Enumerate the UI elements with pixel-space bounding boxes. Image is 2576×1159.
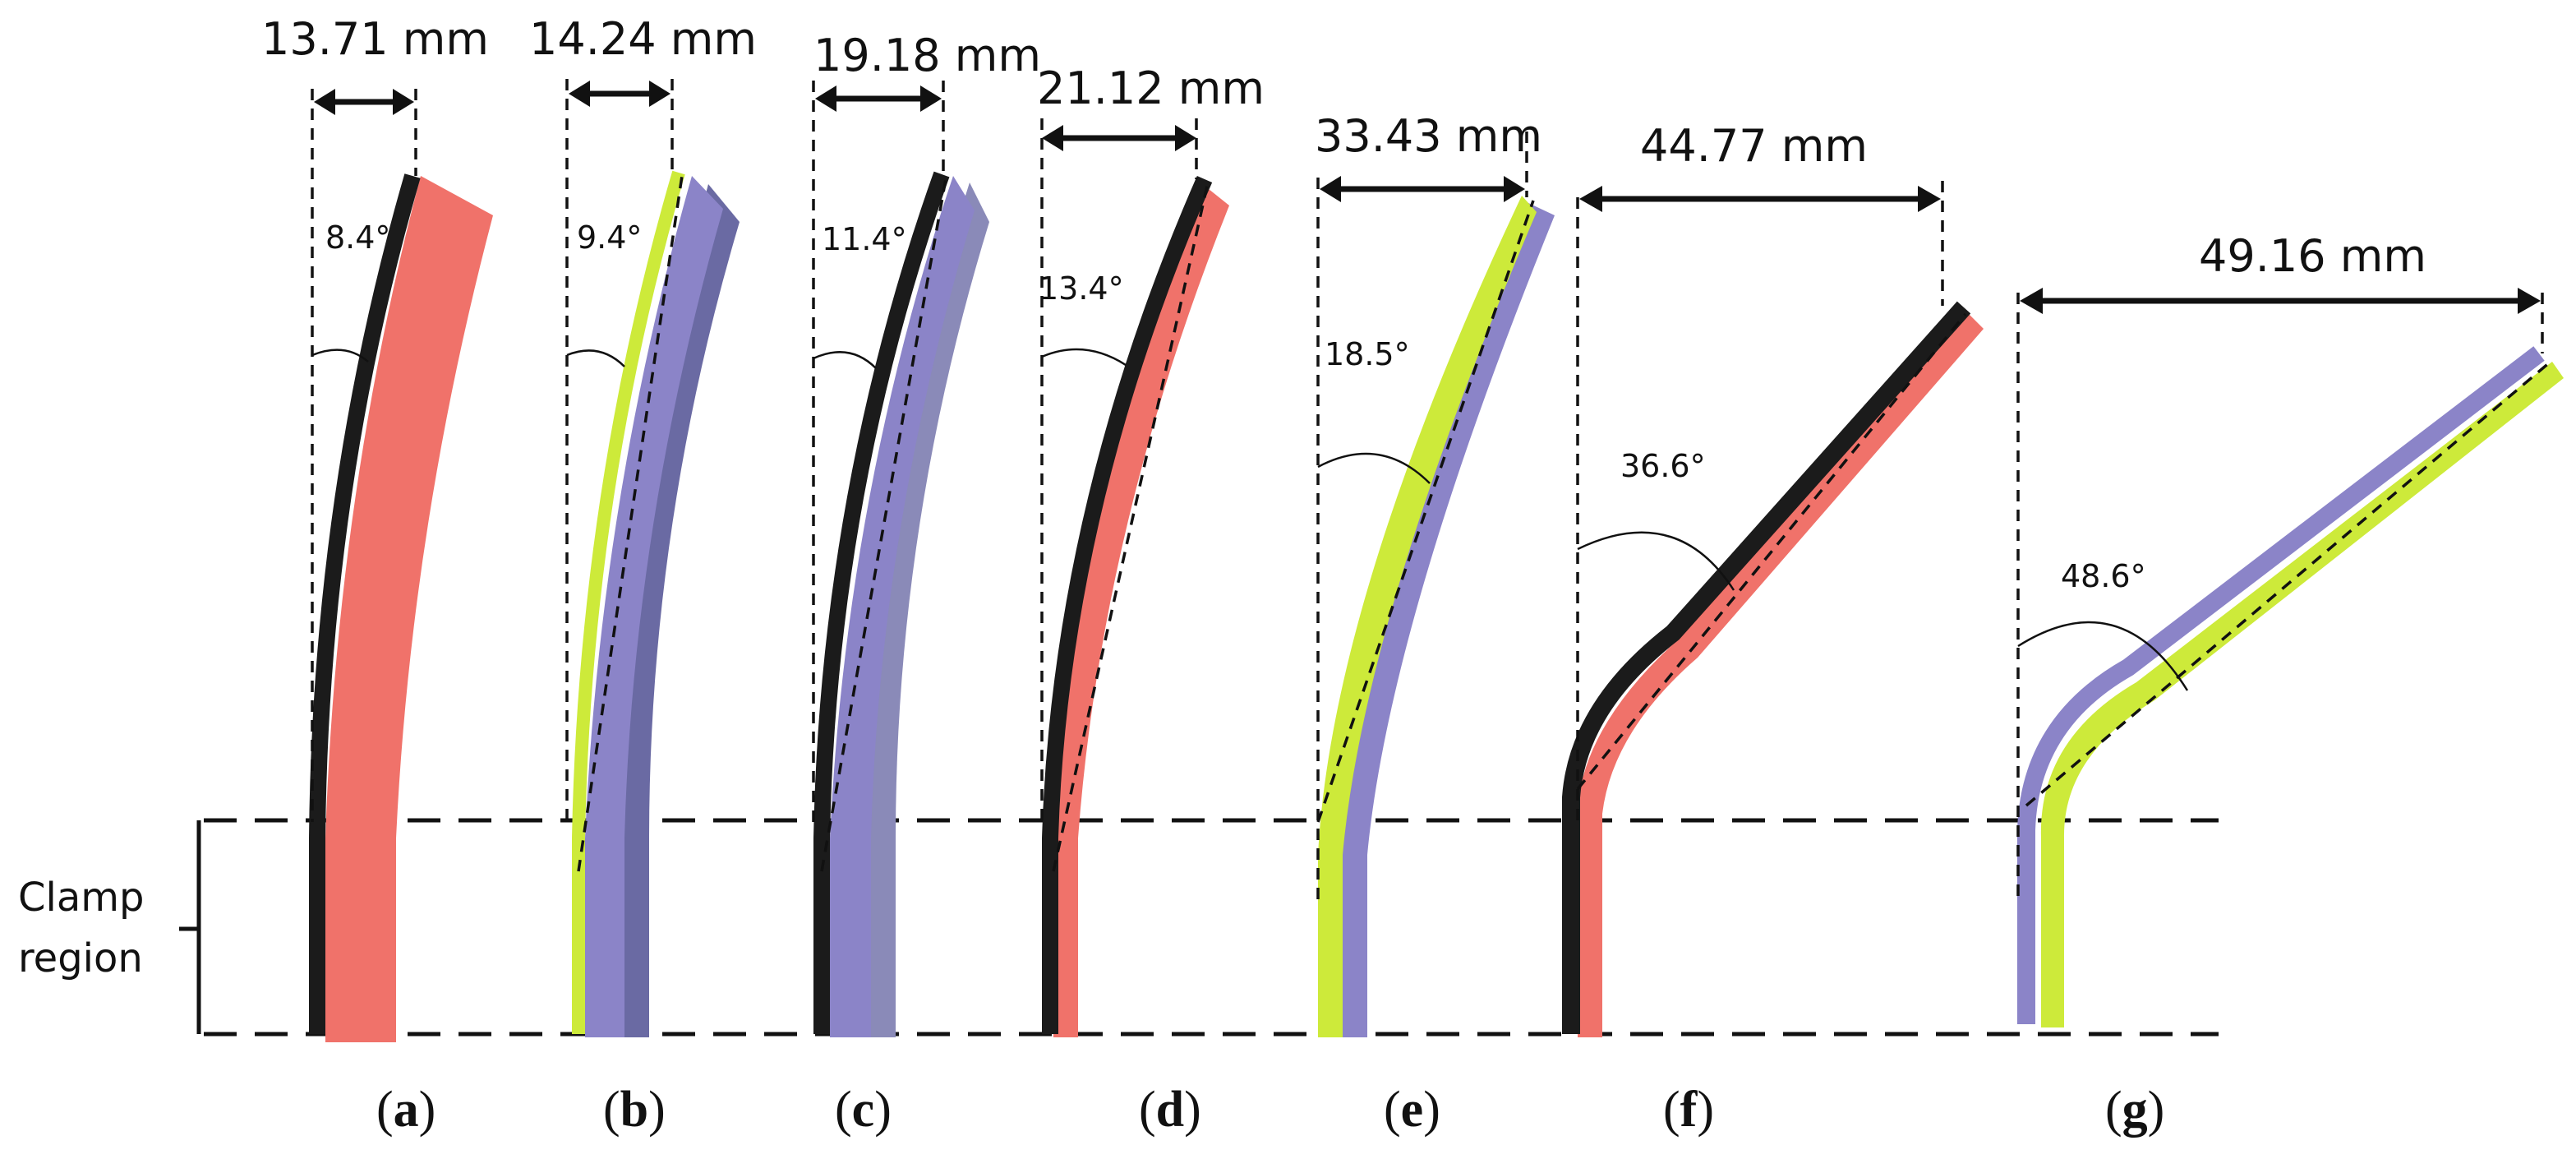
specimen-f-black-layer [1562,301,1971,1034]
specimen-c: 19.18 mm 11.4° (c) [812,30,1041,1138]
specimen-d-arrowhead-right [1175,125,1196,151]
specimen-g-arrowhead-left [2020,288,2043,314]
specimen-c-panel-label: (c) [835,1082,892,1138]
clamp-label-line1: Clamp [18,875,145,921]
specimen-a-black-layer [309,173,421,1034]
specimen-c-black-layer [813,171,950,1034]
specimen-b-arrowhead-right [649,81,670,107]
specimen-a-red-layer [325,176,493,1042]
specimen-b-arrowhead-left [569,81,590,107]
specimen-c-angle-label: 11.4° [822,221,907,257]
specimen-e-panel-label: (e) [1384,1082,1440,1138]
specimen-b-angle-arc [566,349,625,367]
specimen-b-dark-lavender-layer [608,184,740,1037]
specimen-e-arrowhead-right [1504,176,1525,202]
specimen-g-deflection-label: 49.16 mm [2199,230,2426,282]
specimen-e-bent-tangent [1316,200,1535,823]
specimen-b-deflection-label: 14.24 mm [529,13,757,65]
specimen-c-arrowhead-right [920,85,942,112]
specimen-a-arrowhead-left [314,89,335,115]
specimen-a-angle-label: 8.4° [325,219,390,256]
specimen-g: 49.16 mm 48.6° (g) [2016,230,2564,1138]
specimen-f: 44.77 mm 36.6° (f) [1562,120,1984,1138]
specimen-f-angle-label: 36.6° [1620,448,1706,484]
specimen-d-deflection-label: 21.12 mm [1037,62,1265,114]
specimen-f-panel-label: (f) [1663,1082,1714,1138]
specimen-b-purple-layer [585,176,723,1037]
specimen-g-bent-tangent [2025,360,2552,807]
specimen-b-angle-label: 9.4° [577,219,642,256]
specimen-c-angle-arc [813,351,877,369]
specimen-c-arrowhead-left [815,85,836,112]
specimen-a-angle-arc [311,349,369,362]
specimen-e-angle-label: 18.5° [1325,336,1410,372]
specimen-f-red-layer [1578,312,1984,1037]
specimen-a-arrowhead-right [393,89,414,115]
specimen-g-angle-arc [2017,621,2189,691]
specimen-d-arrowhead-left [1042,125,1063,151]
specimen-e-angle-arc [1317,452,1431,484]
specimen-e-arrowhead-left [1320,176,1341,202]
specimen-f-arrowhead-right [1918,186,1941,212]
specimen-g-angle-label: 48.6° [2061,558,2146,594]
specimen-f-arrowhead-left [1579,186,1602,212]
specimen-c-dark-lavender-layer [855,182,989,1037]
specimen-d-angle-label: 13.4° [1039,270,1124,307]
specimen-a: 13.71 mm 8.4° (a) [261,13,493,1138]
specimen-a-deflection-label: 13.71 mm [261,13,489,65]
specimen-c-deflection-label: 19.18 mm [813,30,1041,81]
specimen-d-angle-arc [1041,348,1127,367]
specimen-f-bent-tangent [1576,312,1967,791]
specimen-b: 14.24 mm 9.4° (b) [529,13,757,1138]
specimen-g-green-layer [2040,362,2564,1027]
specimen-g-panel-label: (g) [2105,1082,2164,1138]
specimen-d-black-layer [1042,175,1213,1034]
specimen-e-green-layer [1318,196,1537,1037]
clamp-label-line2: region [18,935,143,981]
specimen-f-deflection-label: 44.77 mm [1640,120,1868,172]
specimen-e: 33.43 mm 18.5° (e) [1315,110,1555,1138]
specimen-b-green-layer [572,170,685,1034]
specimen-c-purple-layer [830,176,975,1037]
specimen-g-purple-layer [2017,346,2545,1024]
specimen-d: 21.12 mm 13.4° (d) [1037,62,1265,1138]
specimen-a-panel-label: (a) [376,1082,435,1138]
specimen-f-angle-arc [1577,531,1735,591]
specimen-d-panel-label: (d) [1139,1082,1201,1138]
specimen-e-deflection-label: 33.43 mm [1315,110,1542,162]
specimen-b-panel-label: (b) [603,1082,666,1138]
specimen-g-arrowhead-right [2518,288,2541,314]
